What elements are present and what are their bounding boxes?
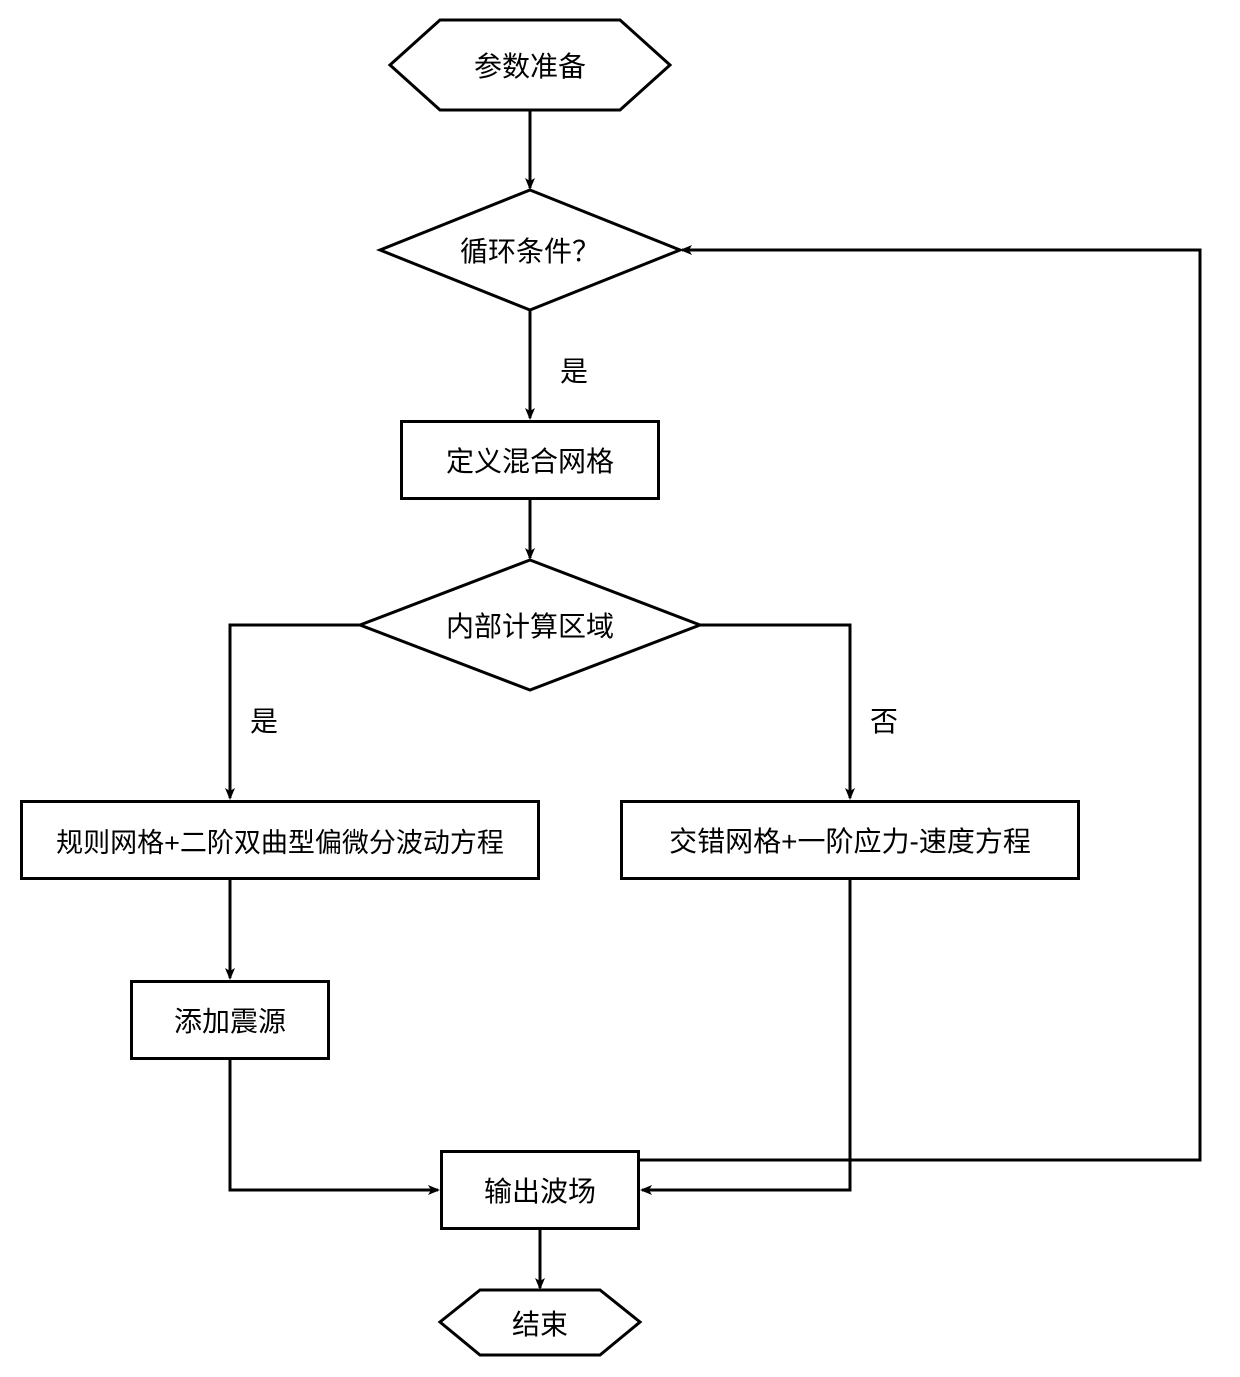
source-label: 添加震源 [174, 1000, 286, 1040]
source-box: 添加震源 [130, 980, 330, 1060]
end-label: 结束 [440, 1290, 640, 1355]
prep-label: 参数准备 [390, 20, 670, 110]
loop-yes-label: 是 [560, 350, 588, 390]
region-label: 内部计算区域 [360, 560, 700, 690]
flowchart-canvas: 参数准备 循环条件？ 内部计算区域 结束 定义混合网格 规则网格+二阶双曲型偏微… [0, 0, 1240, 1377]
right-eq-box: 交错网格+一阶应力-速度方程 [620, 800, 1080, 880]
end-terminator [440, 1290, 640, 1355]
edge-output-loop [640, 250, 1200, 1160]
define-grid-label: 定义混合网格 [446, 440, 614, 480]
region-diamond [360, 560, 700, 690]
loop-label: 循环条件？ [380, 190, 680, 310]
right-eq-label: 交错网格+一阶应力-速度方程 [669, 820, 1031, 860]
define-grid-box: 定义混合网格 [400, 420, 660, 500]
prep-hexagon [390, 20, 670, 110]
edge-source-output [230, 1060, 438, 1190]
edge-right-output [642, 880, 850, 1190]
region-no-label: 否 [870, 700, 898, 740]
edge-region-right [700, 625, 850, 798]
output-box: 输出波场 [440, 1150, 640, 1230]
left-eq-box: 规则网格+二阶双曲型偏微分波动方程 [20, 800, 540, 880]
output-label: 输出波场 [484, 1170, 596, 1210]
region-yes-label: 是 [250, 700, 278, 740]
loop-diamond [380, 190, 680, 310]
left-eq-label: 规则网格+二阶双曲型偏微分波动方程 [56, 821, 504, 860]
